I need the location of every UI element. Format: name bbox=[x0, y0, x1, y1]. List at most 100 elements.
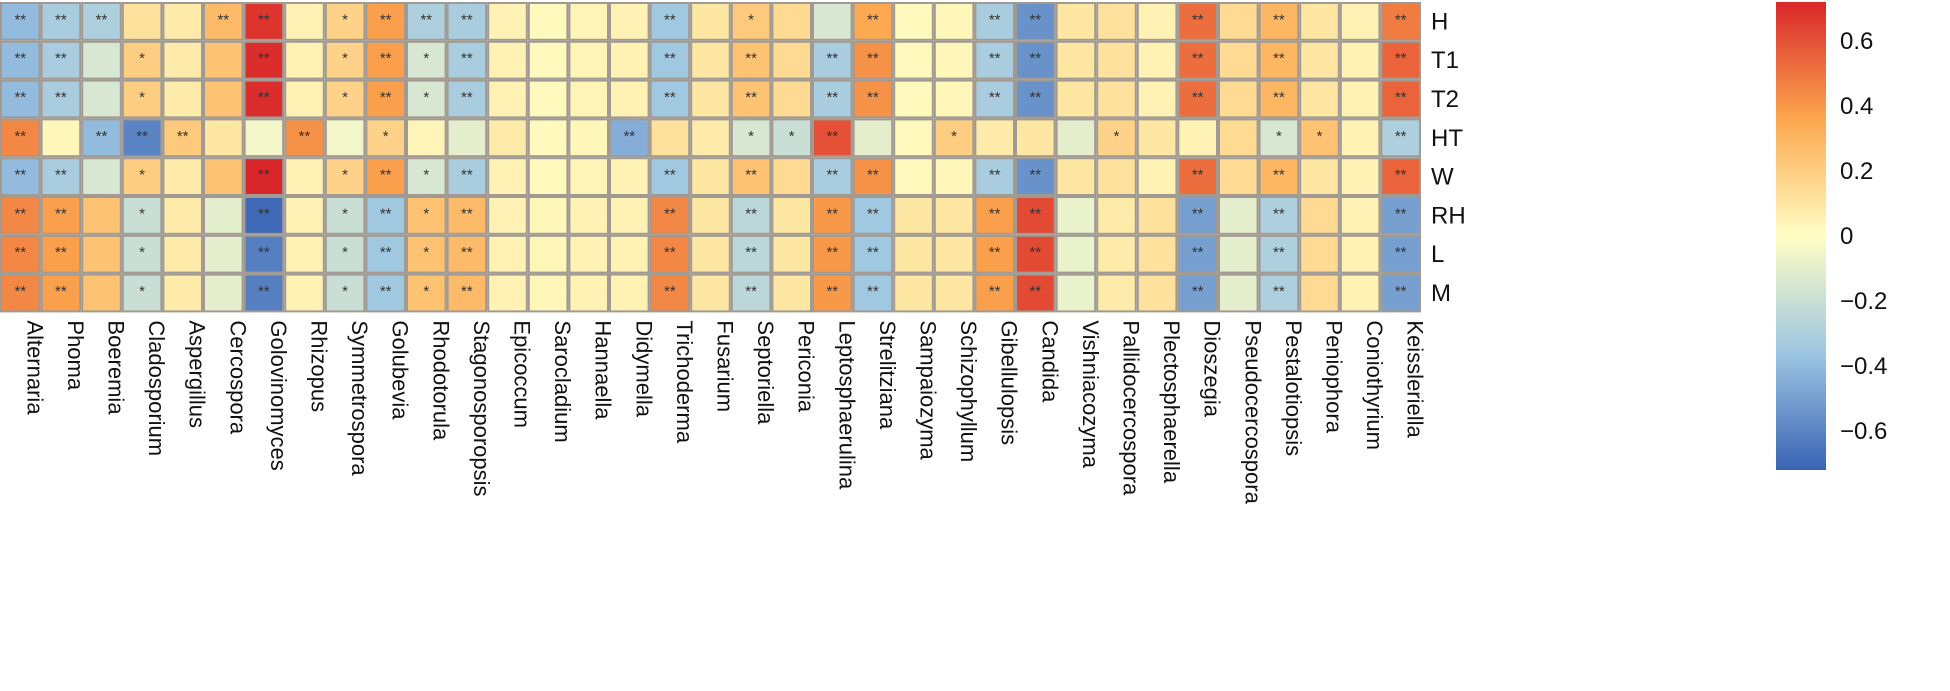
heatmap-cell bbox=[1380, 196, 1422, 235]
heatmap-cell bbox=[0, 2, 41, 41]
heatmap-cell bbox=[1258, 118, 1300, 158]
column-label: Leptosphaerulina bbox=[834, 320, 859, 490]
heatmap-cell bbox=[568, 273, 610, 313]
significance-marker: * bbox=[423, 283, 429, 300]
heatmap-cell bbox=[243, 234, 285, 274]
heatmap-cell bbox=[1380, 157, 1422, 196]
significance-marker: ** bbox=[826, 89, 838, 106]
significance-marker: ** bbox=[420, 11, 432, 28]
significance-marker: ** bbox=[1029, 50, 1041, 67]
significance-marker: ** bbox=[1273, 50, 1285, 67]
heatmap-cell bbox=[1055, 79, 1097, 119]
significance-marker: * bbox=[789, 128, 795, 145]
significance-marker: ** bbox=[989, 283, 1001, 300]
significance-marker: ** bbox=[867, 244, 879, 261]
significance-marker: * bbox=[1114, 128, 1120, 145]
significance-marker: ** bbox=[623, 128, 635, 145]
heatmap-cell bbox=[568, 79, 610, 119]
column-label: Sampaiozyma bbox=[916, 320, 941, 460]
significance-marker: ** bbox=[258, 50, 270, 67]
heatmap-cell bbox=[0, 79, 41, 119]
column-label: Trichoderma bbox=[672, 320, 697, 443]
heatmap-cell bbox=[1339, 196, 1381, 235]
significance-marker: ** bbox=[1029, 283, 1041, 300]
heatmap-cell bbox=[162, 157, 203, 196]
heatmap-cell bbox=[1136, 196, 1178, 235]
heatmap-cell bbox=[893, 196, 934, 235]
heatmap-cell bbox=[771, 157, 813, 196]
heatmap-cell bbox=[893, 234, 934, 274]
significance-marker: ** bbox=[826, 244, 838, 261]
heatmap-cell bbox=[609, 196, 650, 235]
heatmap-cell bbox=[406, 118, 447, 158]
heatmap-cell bbox=[690, 2, 731, 41]
significance-marker: ** bbox=[461, 283, 473, 300]
heatmap-cell bbox=[1015, 118, 1056, 158]
heatmap-cell bbox=[365, 157, 406, 196]
significance-marker: * bbox=[1317, 128, 1323, 145]
heatmap-cell bbox=[527, 40, 569, 80]
heatmap-cell bbox=[487, 234, 528, 274]
column-label: Fusarium bbox=[713, 320, 738, 412]
significance-marker: * bbox=[342, 283, 348, 300]
heatmap-cell bbox=[730, 2, 772, 41]
heatmap-cell bbox=[1218, 118, 1259, 158]
heatmap-cell bbox=[1339, 157, 1381, 196]
heatmap-cell bbox=[1380, 79, 1422, 119]
column-label: Pestalotiopsis bbox=[1281, 320, 1306, 456]
heatmap-cell bbox=[974, 196, 1016, 235]
column-label: Periconia bbox=[794, 320, 819, 412]
heatmap-cell bbox=[121, 2, 163, 41]
heatmap-cell bbox=[1096, 2, 1137, 41]
colorbar-tick-label: 0.2 bbox=[1840, 158, 1873, 185]
significance-marker: ** bbox=[867, 11, 879, 28]
heatmap-cell bbox=[730, 118, 772, 158]
heatmap-cell bbox=[324, 273, 366, 313]
heatmap-cell bbox=[121, 40, 163, 80]
heatmap-cell bbox=[893, 2, 934, 41]
colorbar-tick-label: 0.4 bbox=[1840, 93, 1873, 120]
significance-marker: ** bbox=[258, 89, 270, 106]
significance-marker: ** bbox=[461, 167, 473, 184]
significance-marker: ** bbox=[136, 128, 148, 145]
significance-marker: ** bbox=[1029, 205, 1041, 222]
heatmap-cell bbox=[324, 157, 366, 196]
heatmap-cell bbox=[162, 2, 203, 41]
significance-marker: ** bbox=[745, 283, 757, 300]
row-label: T2 bbox=[1431, 86, 1459, 113]
significance-marker: ** bbox=[1273, 11, 1285, 28]
heatmap-cell bbox=[893, 40, 934, 80]
significance-marker: ** bbox=[380, 205, 392, 222]
column-label: Candida bbox=[1037, 320, 1062, 403]
heatmap-cell bbox=[771, 196, 813, 235]
heatmap-cell bbox=[730, 79, 772, 119]
column-label: Gibellulopsis bbox=[997, 320, 1022, 445]
heatmap-cell bbox=[690, 234, 731, 274]
column-label: Coniothyrium bbox=[1362, 320, 1387, 450]
heatmap-cell bbox=[730, 196, 772, 235]
heatmap-cell bbox=[446, 118, 488, 158]
significance-marker: ** bbox=[1273, 167, 1285, 184]
heatmap-cell bbox=[162, 118, 203, 158]
row-labels: H T1 T2 HT W RH LM bbox=[1431, 8, 1466, 307]
heatmap-cell bbox=[852, 2, 894, 41]
significance-marker: ** bbox=[258, 283, 270, 300]
heatmap-cell bbox=[1096, 118, 1137, 158]
heatmap-cell bbox=[446, 196, 488, 235]
column-label: Boeremia bbox=[104, 320, 129, 415]
colorbar-tick-label: 0.6 bbox=[1840, 28, 1873, 55]
heatmap-cell bbox=[1136, 118, 1178, 158]
heatmap-cell bbox=[730, 234, 772, 274]
heatmap-cell bbox=[0, 40, 41, 80]
significance-marker: ** bbox=[867, 50, 879, 67]
significance-marker: ** bbox=[14, 11, 26, 28]
heatmap-cell bbox=[649, 79, 691, 119]
heatmap-cell bbox=[365, 234, 406, 274]
heatmap-cell bbox=[568, 118, 610, 158]
heatmap-cell bbox=[487, 157, 528, 196]
heatmap-cell bbox=[446, 157, 488, 196]
significance-marker: ** bbox=[1192, 244, 1204, 261]
heatmap-cell bbox=[1218, 2, 1259, 41]
significance-marker: ** bbox=[55, 283, 67, 300]
heatmap-cell bbox=[81, 79, 122, 119]
